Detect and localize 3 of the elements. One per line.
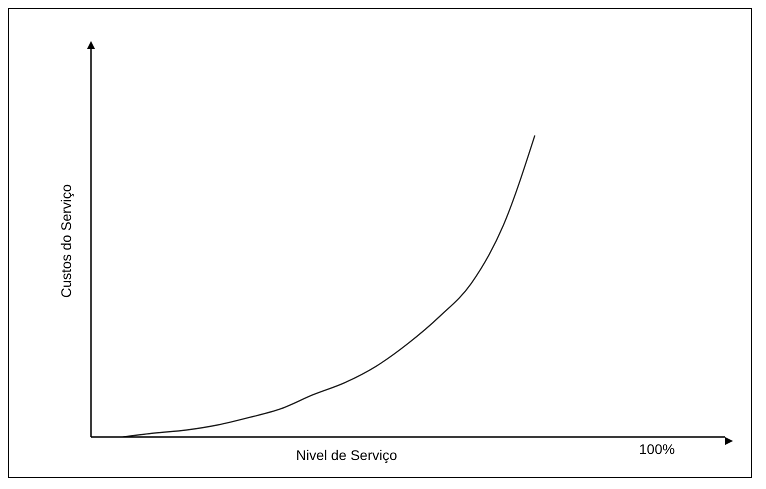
x-axis-title: Nivel de Serviço — [296, 447, 398, 463]
text: 100% — [639, 441, 675, 457]
y-axis-title: Custos do Serviço — [58, 184, 74, 298]
